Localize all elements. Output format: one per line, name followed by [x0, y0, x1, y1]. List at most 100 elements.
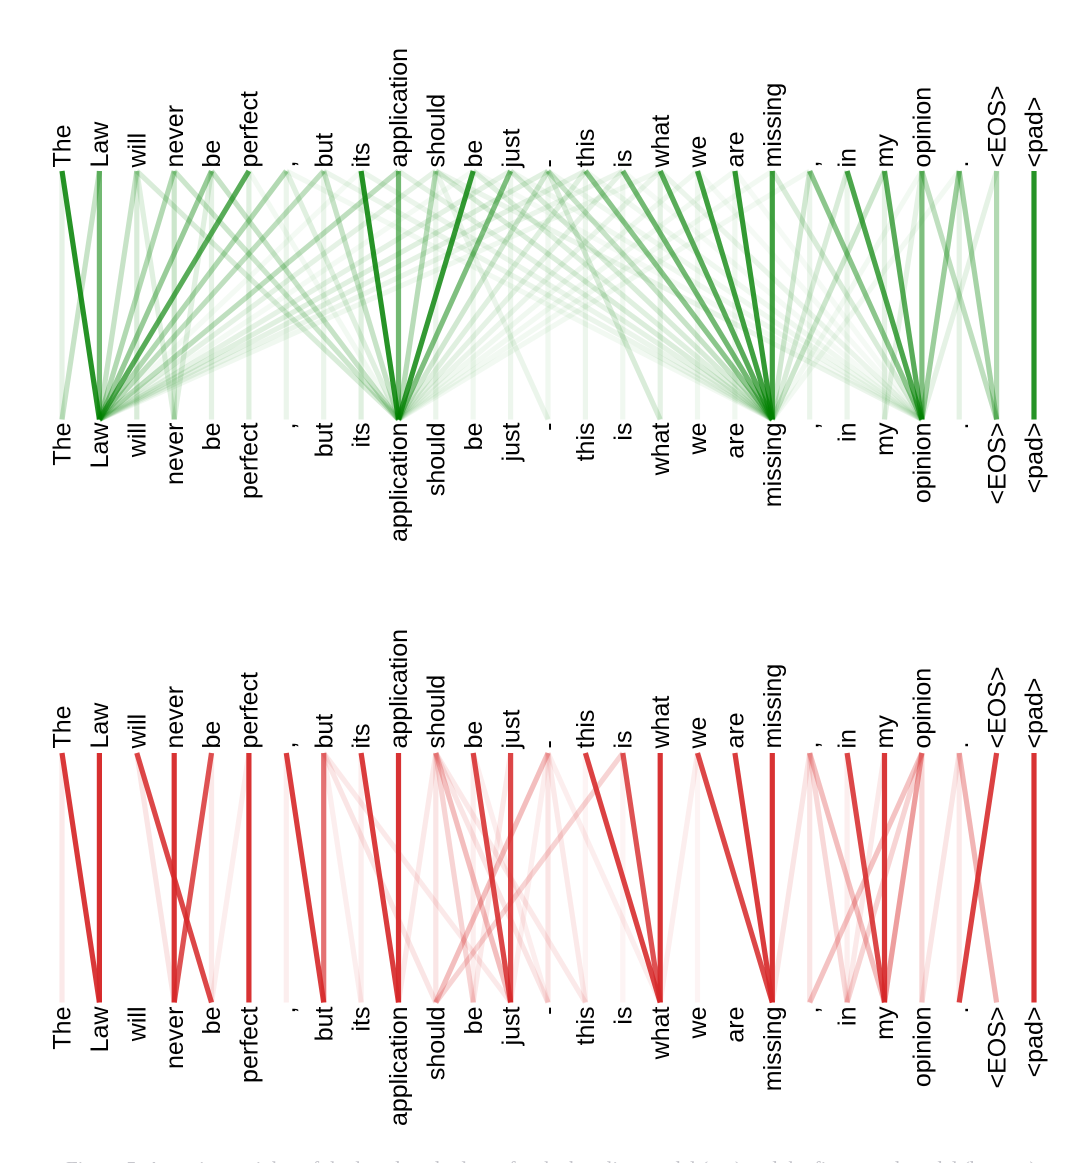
svg-text:perfect: perfect: [236, 91, 264, 167]
svg-text:what: what: [647, 696, 675, 750]
svg-text:be: be: [460, 1007, 488, 1035]
svg-text:application: application: [385, 629, 413, 749]
svg-text:opinion: opinion: [909, 1007, 937, 1088]
svg-text:are: are: [722, 423, 750, 459]
svg-text:.: .: [946, 1007, 974, 1014]
svg-text:my: my: [871, 715, 899, 749]
svg-text:,: ,: [273, 161, 301, 168]
svg-text:.: .: [946, 161, 974, 168]
svg-text:be: be: [460, 140, 488, 168]
svg-text:be: be: [460, 721, 488, 749]
svg-text:will: will: [123, 1007, 151, 1043]
svg-text:what: what: [647, 115, 675, 169]
svg-text:will: will: [123, 133, 151, 169]
svg-text:perfect: perfect: [236, 672, 264, 748]
svg-text:in: in: [834, 148, 862, 167]
svg-text:-: -: [535, 740, 563, 748]
svg-text:be: be: [198, 1007, 226, 1035]
svg-text:but: but: [310, 1006, 338, 1041]
svg-text:<pad>: <pad>: [1021, 97, 1049, 168]
svg-text:but: but: [310, 714, 338, 749]
svg-text:should: should: [423, 1007, 451, 1081]
svg-text:perfect: perfect: [236, 1006, 264, 1082]
svg-text:should: should: [423, 675, 451, 749]
svg-text:this: this: [572, 129, 600, 168]
svg-text:,: ,: [796, 742, 824, 749]
svg-text:Law: Law: [86, 422, 114, 469]
svg-text:my: my: [871, 422, 899, 456]
svg-text:application: application: [385, 423, 413, 543]
svg-text:perfect: perfect: [236, 422, 264, 498]
svg-text:missing: missing: [759, 83, 787, 168]
svg-text:is: is: [609, 730, 637, 748]
svg-text:The: The: [49, 1007, 77, 1050]
svg-text:-: -: [535, 1007, 563, 1015]
svg-text:<EOS>: <EOS>: [983, 86, 1011, 168]
svg-text:its: its: [348, 724, 376, 749]
svg-text:opinion: opinion: [909, 668, 937, 749]
svg-text:in: in: [834, 423, 862, 442]
svg-text:just: just: [497, 422, 525, 462]
svg-text:are: are: [722, 712, 750, 748]
svg-text:is: is: [609, 423, 637, 441]
svg-text:just: just: [497, 129, 525, 169]
svg-text:opinion: opinion: [909, 87, 937, 168]
svg-text:be: be: [198, 721, 226, 749]
svg-text:are: are: [722, 1007, 750, 1043]
svg-text:we: we: [684, 1007, 712, 1040]
svg-text:<EOS>: <EOS>: [983, 667, 1011, 749]
svg-text:missing: missing: [759, 1007, 787, 1092]
svg-text:-: -: [535, 423, 563, 431]
svg-text:this: this: [572, 710, 600, 749]
svg-text:but: but: [310, 133, 338, 168]
svg-text:,: ,: [796, 161, 824, 168]
svg-text:we: we: [684, 717, 712, 750]
svg-text:<pad>: <pad>: [1021, 1007, 1049, 1078]
svg-text:this: this: [572, 1007, 600, 1046]
svg-text:just: just: [497, 710, 525, 750]
svg-text:<EOS>: <EOS>: [983, 423, 1011, 505]
svg-text:in: in: [834, 729, 862, 748]
svg-text:<pad>: <pad>: [1021, 423, 1049, 494]
svg-text:Law: Law: [86, 702, 114, 749]
svg-text:is: is: [609, 149, 637, 167]
svg-text:my: my: [871, 134, 899, 168]
svg-text:in: in: [834, 1007, 862, 1026]
svg-text:what: what: [647, 422, 675, 476]
svg-text:we: we: [684, 136, 712, 169]
svg-text:its: its: [348, 423, 376, 448]
svg-text:,: ,: [273, 742, 301, 749]
svg-text:The: The: [49, 124, 77, 167]
svg-text:should: should: [423, 423, 451, 497]
svg-text:should: should: [423, 94, 451, 168]
svg-text:application: application: [385, 1007, 413, 1127]
svg-text:The: The: [49, 423, 77, 466]
svg-text:be: be: [198, 140, 226, 168]
svg-text:The: The: [49, 705, 77, 748]
svg-text:missing: missing: [759, 664, 787, 749]
svg-text:its: its: [348, 1007, 376, 1032]
svg-text:,: ,: [796, 423, 824, 430]
svg-text:Law: Law: [86, 1006, 114, 1053]
svg-text:.: .: [946, 423, 974, 430]
svg-text:just: just: [497, 1006, 525, 1046]
svg-text:my: my: [871, 1006, 899, 1040]
svg-text:be: be: [460, 423, 488, 451]
svg-text:never: never: [161, 105, 189, 168]
svg-text:never: never: [161, 1007, 189, 1070]
svg-text:will: will: [123, 714, 151, 750]
svg-text:never: never: [161, 686, 189, 749]
svg-text:,: ,: [273, 423, 301, 430]
svg-text:Law: Law: [86, 121, 114, 168]
svg-text:.: .: [946, 742, 974, 749]
svg-text:,: ,: [796, 1007, 824, 1014]
svg-text:be: be: [198, 423, 226, 451]
svg-text:,: ,: [273, 1007, 301, 1014]
svg-text:application: application: [385, 48, 413, 168]
svg-text:will: will: [123, 423, 151, 459]
svg-text:but: but: [310, 422, 338, 457]
svg-text:<pad>: <pad>: [1021, 678, 1049, 749]
svg-text:Figure 5: Attention weights of: Figure 5: Attention weights of the last …: [66, 1157, 1042, 1163]
svg-text:is: is: [609, 1007, 637, 1025]
svg-text:what: what: [647, 1006, 675, 1060]
